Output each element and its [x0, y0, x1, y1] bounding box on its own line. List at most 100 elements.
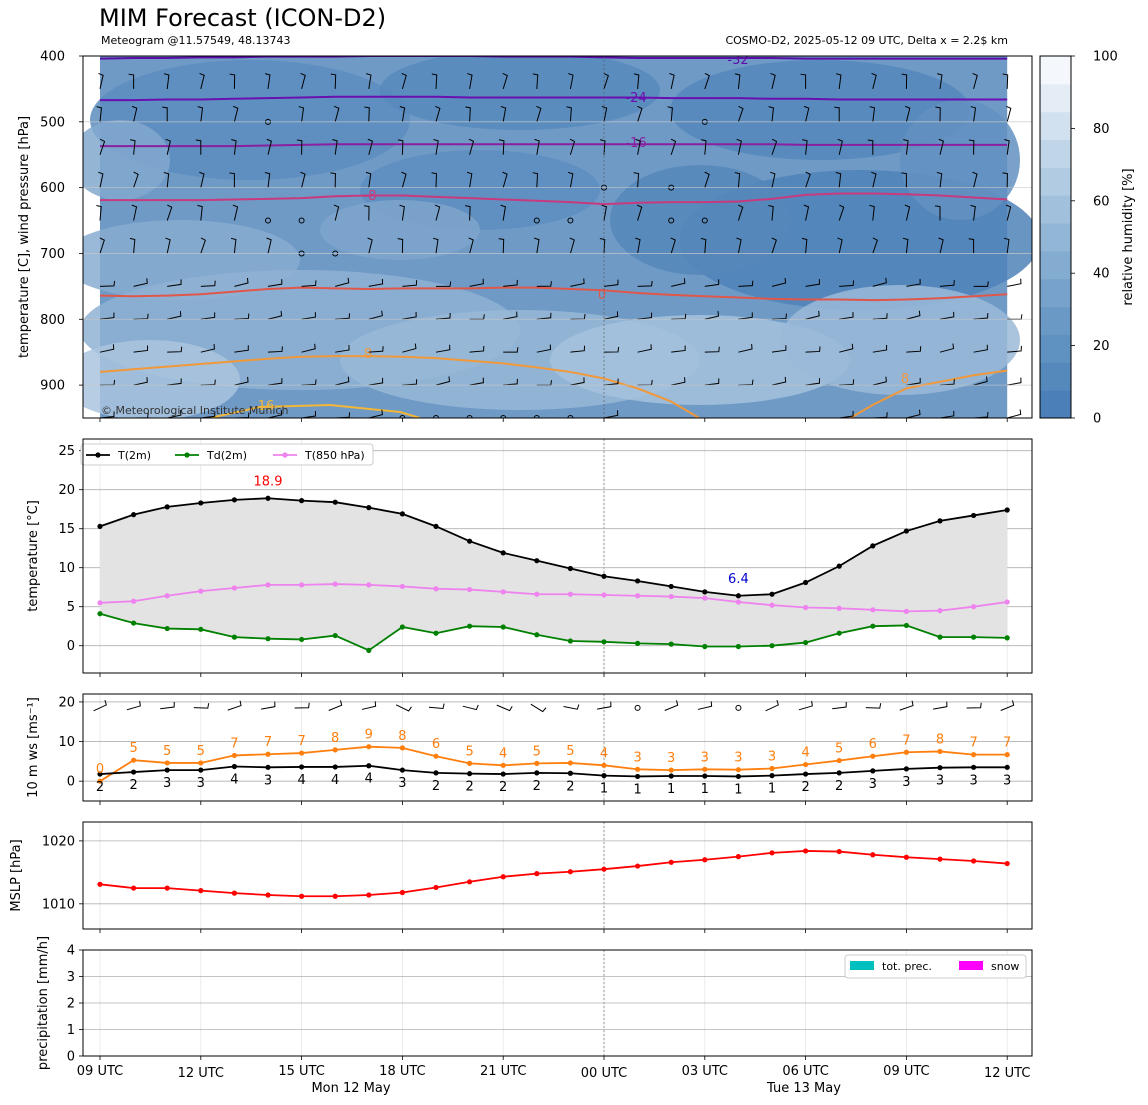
wind-speed-point: [903, 766, 910, 772]
td2m-point: [467, 623, 473, 629]
precipitation-y-tick-label: 2: [67, 997, 75, 1012]
x-tick-label: 21 UTC: [480, 1064, 526, 1079]
wind-barb: [195, 139, 202, 155]
wind-barb: [704, 279, 720, 287]
t850-point: [467, 586, 473, 593]
wind-barb: [200, 344, 215, 353]
wind-gust-line: [99, 745, 1008, 782]
wind-gust-point: [366, 744, 372, 750]
wind-barb: [469, 377, 484, 386]
calm-wind-marker: [533, 217, 540, 224]
wind-barb: [534, 138, 540, 155]
wind-barb: [906, 310, 921, 320]
wind-barb: [301, 411, 316, 418]
colorbar-tick-label: 20: [1093, 339, 1110, 354]
wind-barb: [937, 73, 943, 89]
wind-barb: [603, 378, 619, 386]
wind-gust-label: 5: [465, 744, 473, 759]
surface-wind-barbs: [93, 699, 1015, 713]
wind-barb: [536, 344, 552, 353]
precipitation-legend: tot. prec. snow: [844, 954, 1027, 979]
wind-speed-point: [534, 770, 540, 776]
wind-barb: [96, 106, 103, 122]
wind-barb: [368, 409, 383, 418]
wind-speed-label: 2: [465, 780, 473, 795]
wind-speed-point: [769, 773, 775, 779]
wind-barb: [671, 345, 686, 353]
wind-barb: [431, 73, 438, 89]
wind-barb: [267, 310, 283, 320]
wind-barb: [569, 237, 575, 254]
mslp-point: [332, 893, 338, 899]
wind-speed-point: [937, 765, 943, 771]
wind-barb: [697, 701, 713, 710]
t850-point: [769, 602, 775, 608]
wind-barb: [266, 237, 272, 254]
wind-barb: [906, 56, 907, 57]
isotherm-line: [99, 56, 1008, 60]
wind-barb: [906, 377, 921, 386]
t850-point: [601, 592, 607, 598]
wind-barb: [872, 376, 887, 386]
wind-barb: [800, 73, 807, 89]
humidity-blob: [320, 200, 480, 260]
wind-gust-point: [635, 766, 641, 772]
colorbar-tick-label: 100: [1093, 50, 1118, 65]
wind-gust-label: 3: [734, 751, 742, 766]
mslp-panel: 1010 1020 MSLP [hPa]: [9, 821, 1033, 933]
wind-barb: [567, 171, 574, 188]
td2m-point: [769, 643, 775, 649]
wind-barb: [502, 171, 508, 188]
wind-barb: [133, 171, 139, 188]
mslp-y-axis-label: MSLP [hPa]: [9, 839, 24, 911]
wind-gust-point: [870, 753, 876, 759]
wind-barb: [838, 204, 845, 221]
wind-barb: [1000, 700, 1015, 711]
wind-barb: [300, 171, 306, 188]
td2m-point: [366, 647, 372, 653]
wind-gust-point: [467, 760, 473, 766]
td2m-point: [299, 636, 305, 643]
wind-barb: [737, 204, 744, 221]
colorbar-band: [1040, 250, 1071, 280]
colorbar-frame: [1039, 55, 1072, 419]
mslp-point: [870, 852, 876, 858]
wind-barb: [265, 73, 271, 89]
wind-barb: [402, 343, 417, 353]
wind-gust-point: [534, 760, 540, 766]
t2m-point: [97, 523, 103, 529]
wind-barb: [96, 204, 102, 221]
wind-barb: [636, 204, 643, 221]
t850-point: [500, 589, 506, 595]
t850-point: [870, 607, 876, 613]
mslp-frame: [82, 821, 1033, 930]
legend-label: tot. prec.: [882, 960, 932, 973]
wind-speed-point: [131, 769, 137, 775]
wind-barb: [234, 277, 249, 287]
wind-speed-label: 2: [835, 779, 843, 794]
isotherm-label: 0: [598, 288, 606, 303]
wind-barb: [570, 278, 585, 287]
wind-barb: [532, 172, 539, 188]
wind-barb: [939, 311, 955, 320]
wind-barb: [469, 56, 471, 57]
wind-barb: [704, 378, 720, 386]
wind-barb: [99, 312, 115, 320]
humidity-blob: [670, 60, 970, 160]
wind-barb: [637, 105, 643, 122]
colorbar-band: [1040, 278, 1071, 308]
wind-barb: [867, 139, 874, 155]
wind-barb: [832, 702, 847, 710]
wind-barb: [165, 138, 171, 155]
wind-gust-label: 6: [432, 737, 440, 752]
wind-barb: [163, 172, 170, 188]
x-tick-label: 12 UTC: [984, 1066, 1030, 1081]
wind-barb: [839, 280, 855, 287]
legend-box: [80, 443, 374, 466]
wind-barb: [601, 204, 607, 221]
wind-barb: [131, 204, 138, 221]
td2m-line: [99, 612, 1008, 652]
legend-label: snow: [991, 960, 1019, 973]
isotherm-label: -8: [364, 189, 377, 204]
